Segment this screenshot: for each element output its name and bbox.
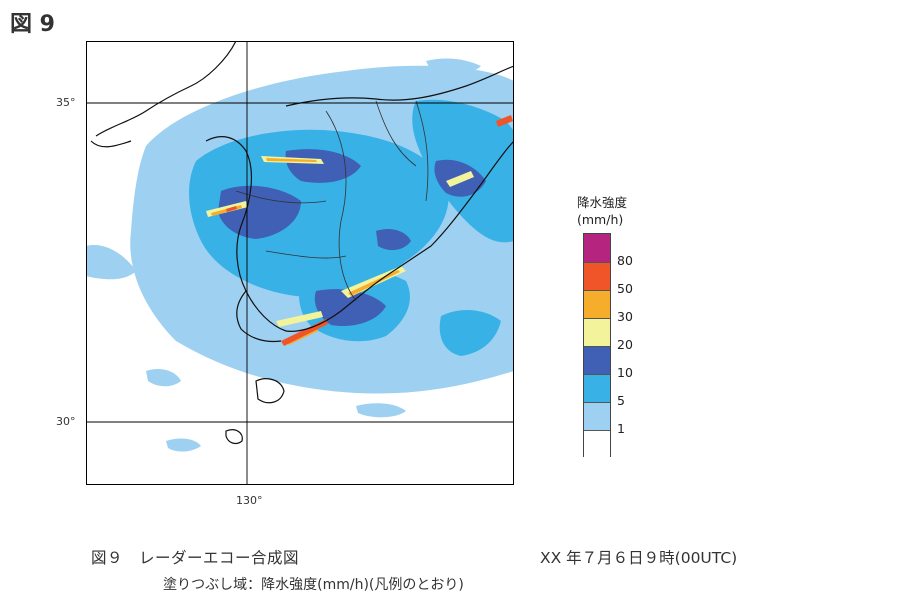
legend-swatch	[584, 374, 610, 402]
lat-label-35: 35°	[56, 96, 76, 109]
legend-tick-label: 30	[617, 309, 633, 324]
legend-swatch	[584, 318, 610, 346]
legend-tick-label: 20	[617, 337, 633, 352]
graticule	[86, 41, 514, 485]
legend-tick-label: 80	[617, 253, 633, 268]
legend-tick-label: 50	[617, 281, 633, 296]
legend-swatch	[584, 346, 610, 374]
coastline	[90, 41, 514, 445]
legend-swatch	[584, 234, 610, 262]
lon-label-130: 130°	[236, 494, 263, 507]
lat-label-30: 30°	[56, 415, 76, 428]
figure-label: 図 9	[10, 12, 55, 37]
legend-swatch	[584, 290, 610, 318]
legend-colorbar	[583, 233, 611, 458]
legend-tick-label: 10	[617, 365, 633, 380]
legend-tick-label: 1	[617, 421, 625, 436]
caption-title: 図９ レーダーエコー合成図	[91, 549, 300, 567]
legend-swatch	[584, 430, 610, 458]
legend-title: 降水強度 (mm/h)	[577, 194, 627, 228]
legend-tick-label: 5	[617, 393, 625, 408]
radar-map	[86, 41, 514, 485]
legend-title-line1: 降水強度	[577, 195, 628, 210]
prefecture-boundaries	[235, 100, 429, 302]
caption-datetime: XX 年７月６日９時(00UTC)	[540, 549, 738, 567]
caption-note: 塗りつぶし域：降水強度(mm/h)(凡例のとおり)	[163, 577, 464, 593]
legend-swatch	[584, 402, 610, 430]
legend-swatch	[584, 262, 610, 290]
legend-title-line2: (mm/h)	[577, 212, 624, 227]
